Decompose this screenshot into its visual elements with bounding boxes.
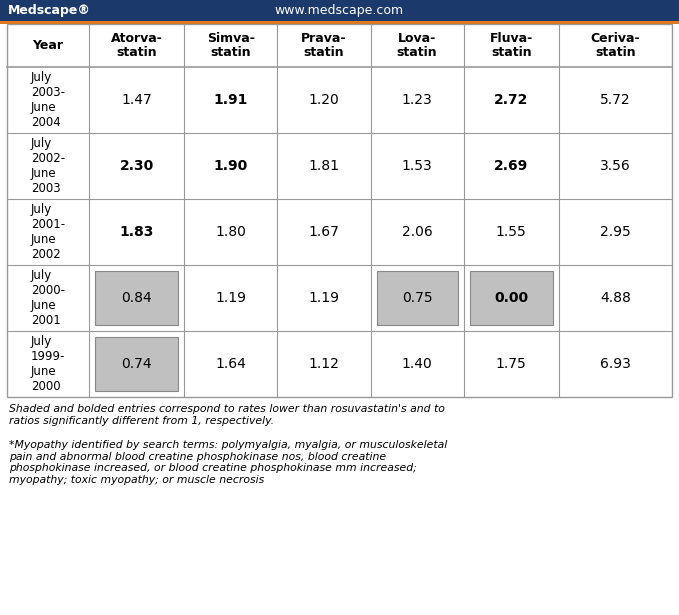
Text: 5.72: 5.72 xyxy=(600,93,631,107)
Text: 1.23: 1.23 xyxy=(402,93,433,107)
Text: 0.75: 0.75 xyxy=(402,291,433,305)
Bar xyxy=(0,21,679,24)
Text: 3.56: 3.56 xyxy=(600,159,631,173)
Text: Shaded and bolded entries correspond to rates lower than rosuvastatin's and to
r: Shaded and bolded entries correspond to … xyxy=(9,404,445,426)
Text: July
2002-
June
2003: July 2002- June 2003 xyxy=(31,137,65,195)
Text: 1.53: 1.53 xyxy=(402,159,433,173)
Text: 1.55: 1.55 xyxy=(496,225,527,239)
Text: July
1999-
June
2000: July 1999- June 2000 xyxy=(31,335,65,393)
Text: *Myopathy identified by search terms: polymyalgia, myalgia, or musculoskeletal
p: *Myopathy identified by search terms: po… xyxy=(9,440,447,485)
Text: 0.00: 0.00 xyxy=(494,291,528,305)
Text: Medscape®: Medscape® xyxy=(8,4,91,17)
Text: 1.19: 1.19 xyxy=(215,291,246,305)
Text: 2.69: 2.69 xyxy=(494,159,528,173)
Text: 1.75: 1.75 xyxy=(496,357,527,371)
Text: 1.19: 1.19 xyxy=(308,291,340,305)
Text: 1.47: 1.47 xyxy=(122,93,152,107)
Bar xyxy=(7,24,672,397)
Text: Prava-
statin: Prava- statin xyxy=(301,31,347,60)
Bar xyxy=(470,271,553,325)
Bar xyxy=(95,337,179,391)
Text: 2.95: 2.95 xyxy=(600,225,631,239)
Text: 1.80: 1.80 xyxy=(215,225,246,239)
Text: 1.64: 1.64 xyxy=(215,357,246,371)
Text: 4.88: 4.88 xyxy=(600,291,631,305)
Text: 0.74: 0.74 xyxy=(122,357,152,371)
Text: 1.90: 1.90 xyxy=(214,159,248,173)
Text: Atorva-
statin: Atorva- statin xyxy=(111,31,163,60)
Text: 1.81: 1.81 xyxy=(308,159,340,173)
Text: 1.91: 1.91 xyxy=(214,93,248,107)
Text: 1.40: 1.40 xyxy=(402,357,433,371)
Text: Lova-
statin: Lova- statin xyxy=(397,31,437,60)
Text: July
2000-
June
2001: July 2000- June 2001 xyxy=(31,269,65,327)
Text: 2.30: 2.30 xyxy=(120,159,154,173)
Bar xyxy=(0,0,679,21)
Text: 1.20: 1.20 xyxy=(308,93,340,107)
Text: Simva-
statin: Simva- statin xyxy=(207,31,255,60)
Bar xyxy=(95,271,179,325)
Text: July
2003-
June
2004: July 2003- June 2004 xyxy=(31,71,65,129)
Text: 2.72: 2.72 xyxy=(494,93,528,107)
Text: www.medscape.com: www.medscape.com xyxy=(275,4,404,17)
Text: 1.67: 1.67 xyxy=(308,225,340,239)
Text: 1.83: 1.83 xyxy=(120,225,154,239)
Text: 2.06: 2.06 xyxy=(402,225,433,239)
Text: 1.12: 1.12 xyxy=(308,357,340,371)
Text: 0.84: 0.84 xyxy=(122,291,152,305)
Text: Ceriva-
statin: Ceriva- statin xyxy=(591,31,640,60)
Text: 6.93: 6.93 xyxy=(600,357,631,371)
Text: Fluva-
statin: Fluva- statin xyxy=(490,31,533,60)
Text: July
2001-
June
2002: July 2001- June 2002 xyxy=(31,203,65,261)
Text: Year: Year xyxy=(33,39,64,52)
Bar xyxy=(377,271,458,325)
